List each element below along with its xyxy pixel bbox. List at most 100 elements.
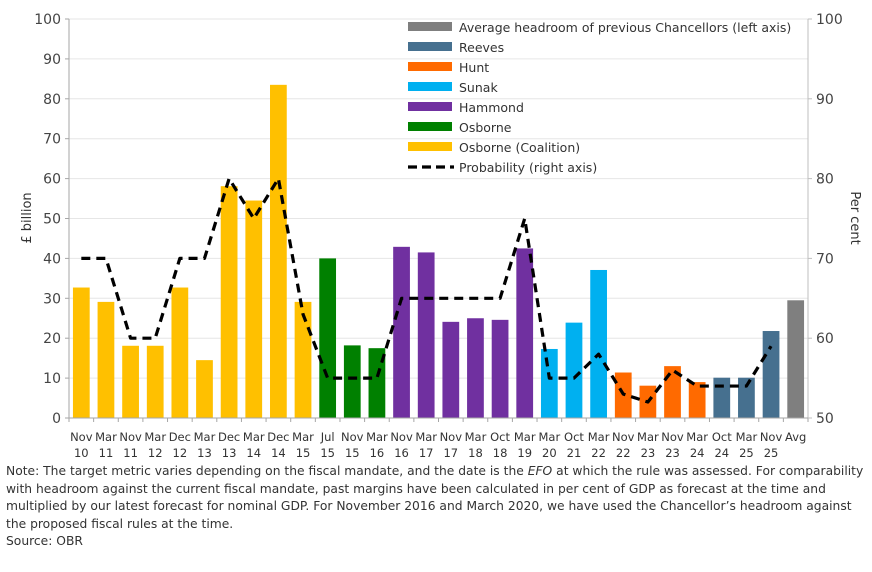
bar — [787, 300, 805, 418]
x-tick-label-year: 18 — [468, 446, 483, 460]
legend-swatch — [408, 62, 452, 71]
x-tick-label-year: 17 — [419, 446, 434, 460]
x-tick-label-year: 14 — [246, 446, 261, 460]
bar — [319, 258, 337, 418]
legend-swatch — [408, 122, 452, 131]
x-tick-label-year: 13 — [197, 446, 212, 460]
bar — [417, 252, 435, 418]
x-tick-label-month: Nov — [440, 430, 463, 444]
bar — [565, 322, 583, 418]
bar — [294, 301, 312, 418]
note-efo: EFO — [527, 464, 553, 478]
x-tick-label-year: 15 — [320, 446, 335, 460]
bar — [590, 269, 607, 418]
x-tick-label-month: Mar — [194, 430, 216, 444]
left-axis-ticks: 0 10 20 30 40 50 60 70 80 90 100 — [34, 12, 69, 427]
x-tick-label-year: 12 — [148, 446, 163, 460]
x-tick-label-year: 20 — [542, 446, 557, 460]
x-tick-label-year: 15 — [345, 446, 360, 460]
bar — [171, 287, 189, 418]
bar — [122, 345, 139, 418]
y-tick-label: 60 — [43, 172, 61, 188]
y-tick-label: 80 — [43, 92, 61, 108]
x-tick-label-year: 22 — [591, 446, 606, 460]
legend-item: Average headroom of previous Chancellors… — [408, 20, 791, 35]
legend-item: Sunak — [408, 80, 498, 95]
x-tick-label-year: 16 — [394, 446, 409, 460]
y-tick-label: 20 — [43, 331, 61, 347]
y2-tick-label: 60 — [816, 331, 834, 347]
left-axis-title: £ billion — [20, 192, 35, 243]
y-tick-label: 30 — [43, 291, 61, 307]
legend-label: Sunak — [459, 80, 498, 95]
right-axis-ticks: 50 60 70 80 90 100 — [808, 12, 843, 427]
x-tick-label-year: 10 — [74, 446, 89, 460]
bars — [72, 84, 805, 419]
x-tick-label-month: Oct — [712, 430, 732, 444]
bar — [146, 345, 164, 418]
legend-swatch — [408, 22, 452, 31]
x-tick-label-month: Mar — [637, 430, 659, 444]
x-tick-label-month: Nov — [119, 430, 142, 444]
x-tick-label-month: Mar — [292, 430, 314, 444]
source-text: Source: OBR — [6, 534, 83, 548]
legend-item: Hammond — [408, 100, 524, 115]
legend-label: Hunt — [459, 60, 489, 75]
legend-label: Hammond — [459, 100, 524, 115]
x-tick-label-year: 15 — [296, 446, 311, 460]
x-tick-label-year: 14 — [271, 446, 286, 460]
y2-tick-label: 80 — [816, 172, 834, 188]
x-tick-label-month: Mar — [736, 430, 758, 444]
x-tick-label-year: 25 — [764, 446, 779, 460]
x-tick-label-year: 18 — [493, 446, 508, 460]
legend-swatch — [408, 42, 452, 51]
x-axis-labels: Nov 10 Mar 11 Nov 11 Mar 12 Dec 12 Mar 13 Dec 13 Mar 14… — [70, 430, 806, 460]
legend-label: Probability (right axis) — [459, 160, 597, 175]
x-tick-label-year: 23 — [641, 446, 656, 460]
x-tick-label-month: Oct — [564, 430, 584, 444]
x-tick-label-month: Jul — [320, 430, 335, 444]
y2-tick-label: 70 — [816, 251, 834, 267]
bar — [270, 84, 287, 419]
x-tick-label-year: 17 — [443, 446, 458, 460]
y2-tick-label: 50 — [816, 411, 834, 427]
right-axis-title: Per cent — [847, 191, 862, 244]
x-tick-label-month: Avg — [785, 430, 806, 444]
y-tick-label: 50 — [43, 212, 61, 228]
x-tick-label-month: Mar — [95, 430, 117, 444]
x-tick-label-year: 23 — [665, 446, 680, 460]
legend-item: Reeves — [408, 40, 504, 55]
x-tick-label-month: Nov — [70, 430, 93, 444]
x-tick-label-month: Oct — [490, 430, 510, 444]
note-text-part2: at which the rule was assessed. For comp… — [6, 464, 864, 531]
y-tick-label: 0 — [52, 411, 61, 427]
x-tick-label-year: 11 — [123, 446, 138, 460]
y-tick-label: 100 — [34, 12, 61, 28]
bar — [97, 301, 115, 418]
legend-swatch — [408, 142, 452, 151]
bar — [762, 331, 780, 418]
y-tick-label: 10 — [43, 371, 61, 387]
x-tick-label-year: 21 — [567, 446, 582, 460]
bar — [516, 248, 534, 418]
bar — [688, 382, 706, 418]
x-tick-label-year: 16 — [370, 446, 385, 460]
bar — [245, 200, 263, 418]
x-tick-label-month: Nov — [341, 430, 364, 444]
legend-swatch — [408, 102, 452, 111]
bar — [393, 246, 410, 418]
legend-swatch — [408, 82, 452, 91]
y2-tick-label: 100 — [816, 12, 843, 28]
legend: Average headroom of previous Chancellors… — [408, 20, 791, 175]
bar — [442, 321, 460, 418]
x-tick-label-month: Dec — [218, 430, 240, 444]
x-tick-label-year: 24 — [714, 446, 729, 460]
probability-line — [81, 177, 773, 404]
x-tick-label-year: 11 — [99, 446, 114, 460]
y-tick-label: 40 — [43, 251, 61, 267]
x-tick-label-year: 22 — [616, 446, 631, 460]
y-tick-label: 70 — [43, 132, 61, 148]
bar — [540, 348, 558, 418]
bar — [664, 366, 681, 418]
x-tick-label-month: Nov — [612, 430, 635, 444]
